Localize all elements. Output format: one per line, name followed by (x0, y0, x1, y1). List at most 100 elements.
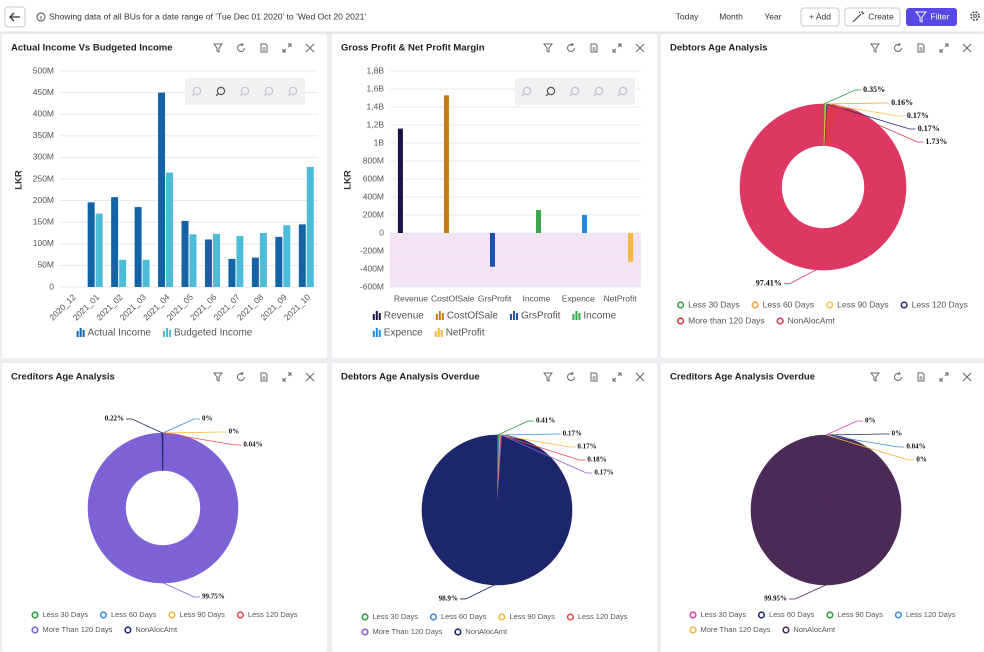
bar[interactable] (119, 259, 127, 287)
legend-label[interactable]: Less 60 Days (111, 610, 157, 619)
legend-label[interactable]: Less 120 Days (912, 299, 968, 309)
export-icon[interactable] (917, 372, 925, 382)
bar[interactable] (142, 259, 150, 287)
legend-label[interactable]: NonAlocAmt (793, 625, 836, 634)
expand-icon[interactable] (939, 43, 949, 53)
bar[interactable] (306, 166, 314, 287)
refresh-icon[interactable] (237, 42, 245, 52)
legend-label[interactable]: Income (583, 311, 616, 322)
bar[interactable] (111, 197, 119, 287)
expand-icon[interactable] (282, 372, 292, 382)
bar[interactable] (397, 128, 403, 233)
bar[interactable] (166, 172, 174, 287)
refresh-icon[interactable] (237, 371, 245, 381)
bar[interactable] (298, 224, 306, 287)
export-icon[interactable] (260, 43, 268, 53)
pie-slice[interactable] (750, 434, 902, 586)
close-icon[interactable] (305, 43, 315, 53)
legend-label[interactable]: NonAlocAmt (135, 625, 178, 634)
pie-slice[interactable] (161, 432, 164, 471)
zoom-tool[interactable] (618, 86, 628, 96)
settings-icon[interactable] (970, 11, 980, 21)
legend-label[interactable]: More Than 120 Days (373, 627, 443, 636)
expand-icon[interactable] (612, 372, 622, 382)
bar[interactable] (251, 257, 259, 287)
refresh-icon[interactable] (894, 371, 902, 381)
bar[interactable] (228, 258, 236, 287)
filter-icon[interactable] (870, 43, 880, 53)
add-button[interactable]: + Add (809, 11, 831, 21)
expand-icon[interactable] (282, 43, 292, 53)
legend-label[interactable]: Less 90 Days (509, 612, 555, 621)
close-icon[interactable] (635, 43, 645, 53)
bar[interactable] (134, 207, 142, 287)
filter-icon[interactable] (213, 43, 223, 53)
zoom-tool[interactable] (288, 86, 298, 96)
legend-label[interactable]: Actual Income (88, 328, 152, 339)
legend-label[interactable]: Expence (384, 328, 423, 339)
year-button[interactable]: Year (764, 11, 781, 21)
bar[interactable] (181, 220, 189, 287)
legend-label[interactable]: Less 60 Days (763, 299, 815, 309)
bar[interactable] (283, 225, 291, 287)
legend-label[interactable]: NonAlocAmt (788, 315, 836, 325)
legend-label[interactable]: NetProfit (446, 328, 485, 339)
pie-slice[interactable] (421, 434, 573, 586)
legend-label[interactable]: NonAlocAmt (465, 627, 508, 636)
close-icon[interactable] (962, 372, 972, 382)
month-button[interactable]: Month (719, 11, 743, 21)
export-icon[interactable] (590, 43, 598, 53)
bar[interactable] (489, 233, 495, 267)
zoom-tool[interactable] (522, 86, 532, 96)
legend-label[interactable]: CostOfSale (447, 311, 499, 322)
bar[interactable] (536, 210, 542, 233)
filter-icon[interactable] (213, 372, 223, 382)
zoom-tool[interactable] (546, 86, 556, 96)
legend-label[interactable]: Less 90 Days (837, 610, 883, 619)
bar[interactable] (236, 236, 244, 287)
legend-label[interactable]: Less 60 Days (769, 610, 815, 619)
legend-label[interactable]: More Than 120 Days (43, 625, 113, 634)
legend-label[interactable]: Budgeted Income (174, 328, 253, 339)
legend-label[interactable]: More than 120 Days (688, 315, 765, 325)
legend-label[interactable]: Revenue (384, 311, 424, 322)
legend-label[interactable]: Less 60 Days (441, 612, 487, 621)
bar[interactable] (259, 233, 267, 287)
export-icon[interactable] (590, 372, 598, 382)
filter-icon[interactable] (870, 372, 880, 382)
pie-slice[interactable] (87, 432, 239, 584)
bar[interactable] (87, 202, 95, 287)
filter-icon[interactable] (543, 372, 553, 382)
legend-label[interactable]: Less 120 Days (248, 610, 298, 619)
bar[interactable] (275, 236, 283, 287)
bar[interactable] (582, 215, 588, 233)
legend-label[interactable]: Less 30 Days (701, 610, 747, 619)
bar[interactable] (628, 233, 634, 262)
create-button[interactable]: Create (868, 11, 894, 21)
zoom-tool[interactable] (594, 86, 604, 96)
bar[interactable] (189, 234, 197, 287)
legend-label[interactable]: Less 30 Days (373, 612, 419, 621)
expand-icon[interactable] (612, 43, 622, 53)
close-icon[interactable] (635, 372, 645, 382)
zoom-tool[interactable] (216, 86, 226, 96)
legend-label[interactable]: More Than 120 Days (701, 625, 771, 634)
zoom-tool[interactable] (240, 86, 250, 96)
legend-label[interactable]: Less 120 Days (578, 612, 628, 621)
zoom-tool[interactable] (264, 86, 274, 96)
expand-icon[interactable] (939, 372, 949, 382)
bar[interactable] (443, 95, 449, 233)
bar[interactable] (204, 239, 212, 287)
legend-label[interactable]: Less 30 Days (688, 299, 740, 309)
add-button-box[interactable] (800, 7, 840, 27)
legend-label[interactable]: Less 120 Days (906, 610, 956, 619)
refresh-icon[interactable] (567, 42, 575, 52)
bar[interactable] (212, 233, 220, 287)
zoom-tool[interactable] (192, 86, 202, 96)
bar[interactable] (158, 92, 166, 287)
legend-label[interactable]: GrsProfit (521, 311, 561, 322)
legend-label[interactable]: Less 90 Days (837, 299, 889, 309)
refresh-icon[interactable] (567, 371, 575, 381)
legend-label[interactable]: Less 90 Days (179, 610, 225, 619)
filter-icon[interactable] (543, 43, 553, 53)
